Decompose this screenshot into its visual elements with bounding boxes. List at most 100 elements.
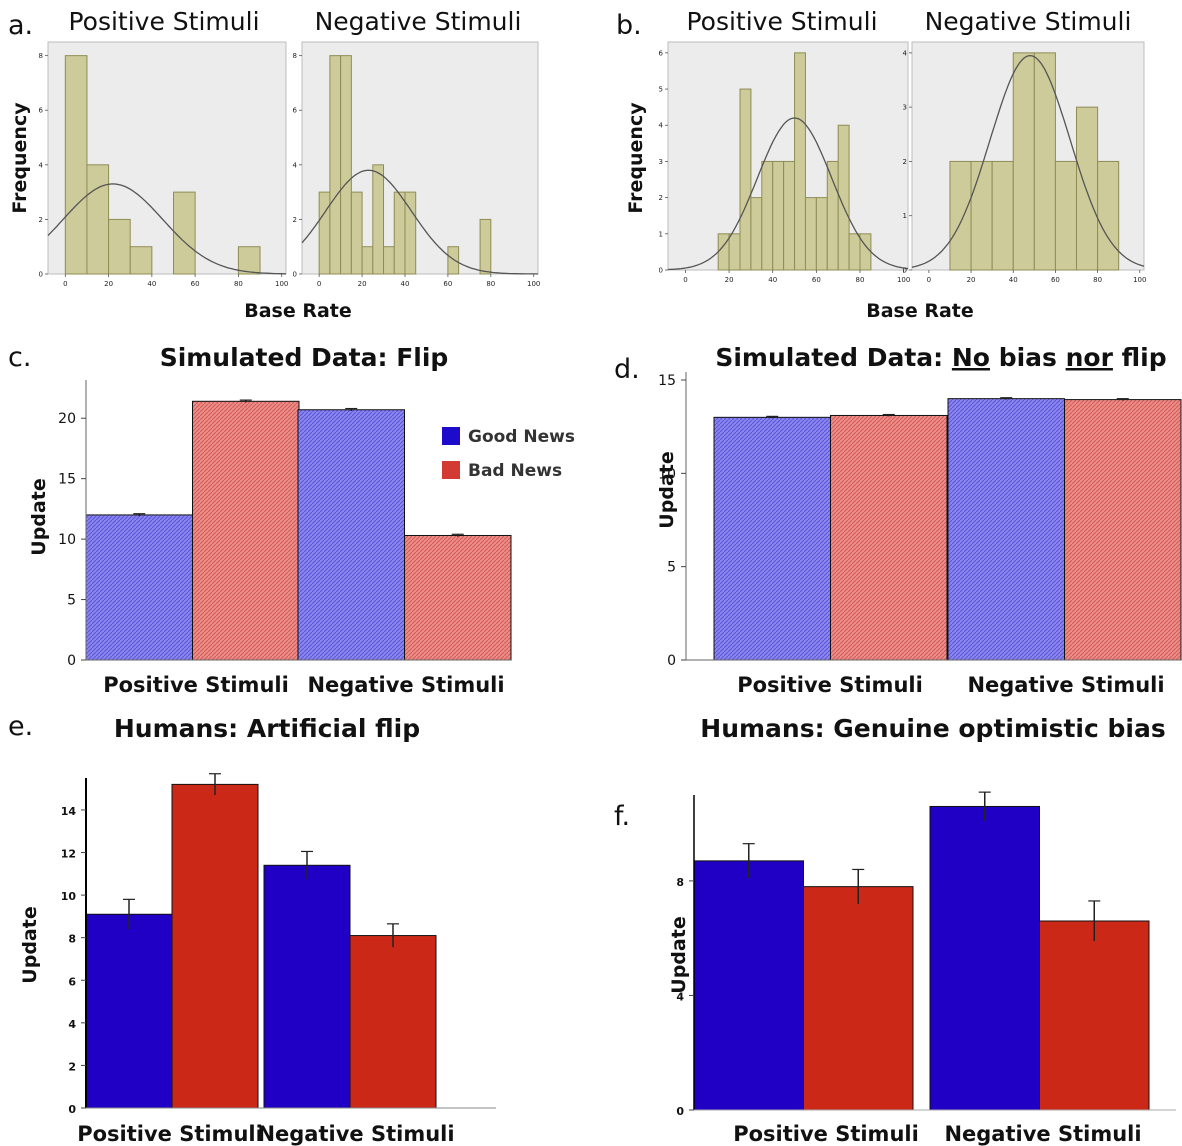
e-y-tick-label: 6 [68,975,76,988]
d-bar-good-news-1 [947,398,1065,661]
c-y-tick-label: 20 [58,411,76,427]
e-category-label-0: Positive Stimuli [77,1122,263,1146]
b-y-tick-label: 2 [903,158,907,166]
b-hist-bar-0-8 [804,197,817,271]
a-panel-title-1: Negative Stimuli [315,7,522,36]
a-y-tick-label: 6 [39,107,44,115]
a-hist-bar-1-4 [361,246,374,275]
e-y-tick-label: 14 [61,805,77,818]
b-y-tick-label: 0 [903,267,907,275]
f-y-tick-label: 0 [676,1105,684,1118]
b-x-tick-label: 0 [927,276,931,284]
panel-letter-b: b. [616,10,642,41]
c-legend: Good News Bad News [442,427,575,481]
c-ylabel: Update [28,478,50,555]
a-x-tick-label: 100 [527,280,540,288]
e-bar-good-news-0 [85,913,173,1109]
a-hist-bar-1-7 [393,191,406,275]
a-x-tick-label: 100 [275,280,288,288]
b-x-tick-label: 20 [967,276,976,284]
a-y-tick-label: 4 [39,161,44,169]
b-x-tick-label: 40 [1009,276,1018,284]
b-x-tick-label: 40 [768,276,777,284]
d-category-label-1: Negative Stimuli [967,673,1164,697]
f-category-label-1: Negative Stimuli [944,1122,1141,1146]
b-y-tick-label: 2 [659,194,663,202]
b-x-tick-label: 20 [725,276,734,284]
e-bar-bad-news-0 [171,783,259,1109]
a-y-tick-label: 8 [39,52,43,60]
b-hist-bar-0-3 [750,197,763,271]
b-x-tick-label: 80 [856,276,865,284]
d-title-part-2: bias [990,343,1066,372]
a-histogram-panel-1: Negative Stimuli 0 20 40 60 80 100 0 2 4 6 8 [293,7,541,288]
b-hist-bar-0-12 [848,233,861,271]
a-hist-bar-1-6 [383,246,395,275]
c-bar-good-news-1 [297,409,405,661]
d-y-tick-label: 0 [667,653,676,669]
a-y-tick-label: 4 [293,161,298,169]
c-bar-bad-news-1 [404,534,512,661]
d-y-tick-label: 15 [658,373,676,389]
b-x-tick-label: 0 [683,276,687,284]
c-y-tick-label: 15 [58,472,76,488]
a-normal-curve-1 [301,169,539,275]
c-y-tick-label: 5 [67,593,76,609]
c-legend-swatch-1 [442,461,460,479]
f-bar-bad-news-0 [803,886,914,1111]
a-hist-bar-1-10 [479,218,492,275]
a-histogram-panel-0: Positive Stimuli 0 20 40 60 80 100 0 2 4 6 8 [39,7,289,288]
e-y-tick-label: 2 [68,1060,76,1073]
b-y-tick-label: 3 [659,158,663,166]
b-normal-curve-0 [667,117,909,271]
b-hist-bar-0-5 [772,160,785,271]
b-panel-title-1: Negative Stimuli [925,7,1132,36]
panel-letter-f: f. [614,801,630,832]
b-hist-bar-0-11 [837,124,850,271]
b-ylabel: Frequency [625,102,647,214]
chart-e-humans-artificial-flip: Humans: Artificial flip Update Positive St… [19,714,496,1146]
a-hist-bar-0-1 [86,164,110,275]
e-category-label-1: Negative Stimuli [257,1122,454,1146]
b-hist-bar-0-4 [761,160,774,271]
f-ylabel: Update [668,916,690,993]
f-y-tick-label: 4 [676,990,684,1003]
d-ylabel: Update [656,451,678,528]
a-hist-bar-0-5 [237,246,261,275]
chart-c-simulated-flip: Simulated Data: Flip Update Positive Stimu… [28,343,575,697]
a-hist-bar-1-2 [340,55,352,275]
a-x-tick-label: 40 [147,280,156,288]
d-chart-title: Simulated Data: No bias nor flip [715,343,1166,372]
a-y-tick-label: 2 [39,216,43,224]
b-y-tick-label: 4 [659,122,664,130]
a-hist-bar-0-3 [129,246,153,275]
a-panel-title-0: Positive Stimuli [68,7,259,36]
b-y-tick-label: 6 [659,49,664,57]
a-hist-bar-0-4 [172,191,196,275]
a-x-tick-label: 0 [317,280,321,288]
b-xlabel: Base Rate [866,300,974,322]
e-bar-bad-news-1 [349,935,437,1109]
b-hist-bar-1-5 [1054,160,1078,271]
b-hist-bar-0-9 [815,197,828,271]
d-title-part-1: No [952,343,990,372]
d-category-label-0: Positive Stimuli [737,673,923,697]
a-x-tick-label: 60 [191,280,200,288]
c-legend-swatch-0 [442,427,460,445]
b-y-tick-label: 1 [903,212,907,220]
panel-letter-d: d. [614,354,640,385]
a-x-tick-label: 20 [104,280,113,288]
d-title-part-0: Simulated Data: [715,343,952,372]
b-hist-bar-0-6 [783,160,796,271]
b-x-tick-label: 100 [1133,276,1146,284]
e-y-tick-label: 10 [61,890,77,903]
a-x-tick-label: 40 [401,280,410,288]
b-hist-bar-1-0 [949,160,972,271]
a-y-tick-label: 0 [39,271,43,279]
d-y-tick-label: 5 [667,560,676,576]
d-title-part-3: nor [1066,343,1114,372]
b-hist-bar-1-1 [970,160,993,271]
b-hist-bar-0-1 [728,233,741,271]
